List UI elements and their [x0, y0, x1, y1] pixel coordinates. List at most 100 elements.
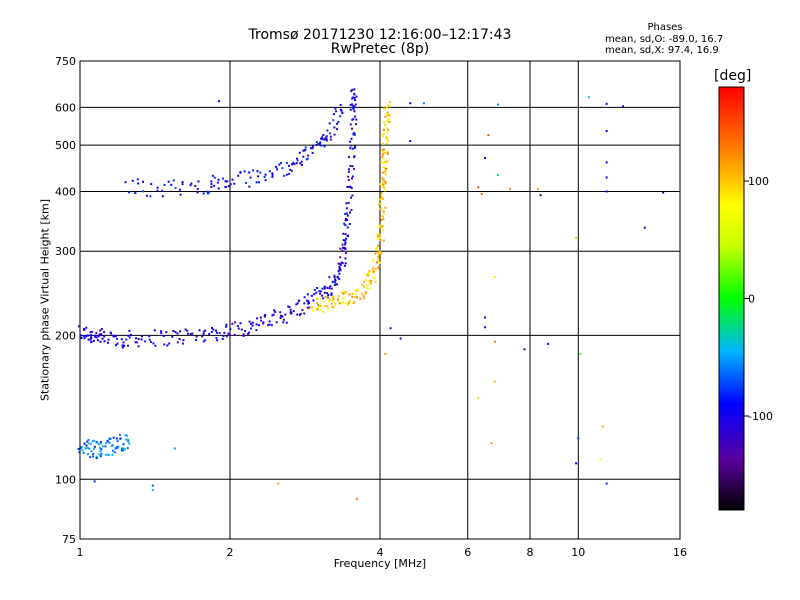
data-point: [255, 181, 258, 184]
data-point: [377, 244, 380, 247]
data-point: [312, 299, 315, 302]
data-point: [373, 277, 376, 280]
data-point: [381, 225, 384, 228]
data-point: [320, 144, 323, 147]
data-point: [351, 103, 354, 106]
data-point: [78, 325, 81, 328]
data-point: [92, 452, 95, 455]
data-point: [577, 436, 580, 439]
data-point: [344, 243, 347, 246]
data-point: [338, 300, 341, 303]
data-point: [81, 449, 84, 452]
data-point: [385, 168, 388, 171]
data-point: [289, 312, 292, 315]
data-point: [381, 148, 384, 151]
data-point: [137, 345, 140, 348]
data-point: [99, 450, 102, 453]
data-point: [354, 123, 357, 126]
data-point: [93, 445, 96, 448]
data-point: [80, 337, 83, 340]
data-point: [347, 234, 350, 237]
data-point: [355, 290, 358, 293]
data-point: [255, 329, 258, 332]
data-point: [387, 118, 390, 121]
data-point: [165, 331, 168, 334]
data-point: [353, 133, 356, 136]
data-point: [251, 321, 254, 324]
data-point: [181, 181, 184, 184]
data-point: [212, 328, 215, 331]
data-point: [341, 243, 344, 246]
data-point: [172, 179, 175, 182]
data-point: [384, 352, 387, 355]
data-point: [148, 335, 151, 338]
data-point: [386, 151, 389, 154]
data-point: [128, 329, 131, 332]
data-point: [422, 102, 425, 105]
data-point: [321, 138, 324, 141]
data-point: [324, 295, 327, 298]
data-point: [337, 298, 340, 301]
data-point: [318, 142, 321, 145]
data-point: [385, 137, 388, 140]
data-point: [346, 185, 349, 188]
data-point: [351, 194, 354, 197]
data-point: [137, 182, 140, 185]
data-point: [353, 99, 356, 102]
data-point: [379, 226, 382, 229]
data-point: [379, 208, 382, 211]
data-point: [377, 258, 380, 261]
data-point: [277, 482, 280, 485]
data-point: [386, 127, 389, 130]
data-point: [91, 440, 94, 443]
data-point: [89, 456, 92, 459]
data-point: [300, 163, 303, 166]
data-point: [379, 202, 382, 205]
data-point: [343, 292, 346, 295]
data-point: [327, 307, 330, 310]
data-point: [381, 171, 384, 174]
data-point: [306, 306, 309, 309]
data-point: [339, 262, 342, 265]
data-point: [250, 322, 253, 325]
data-point: [379, 239, 382, 242]
data-point: [122, 341, 125, 344]
data-point: [295, 162, 298, 165]
data-point: [112, 436, 115, 439]
data-point: [377, 254, 380, 257]
data-point: [375, 247, 378, 250]
data-point: [293, 163, 296, 166]
data-point: [328, 300, 331, 303]
data-point: [347, 302, 350, 305]
data-point: [329, 285, 332, 288]
data-point: [334, 279, 337, 282]
data-point: [384, 173, 387, 176]
colorbar-unit: [deg]: [714, 68, 752, 84]
data-point: [351, 88, 354, 91]
data-point: [378, 261, 381, 264]
data-point: [206, 190, 209, 193]
data-point: [106, 439, 109, 442]
data-point: [182, 339, 185, 342]
data-point: [349, 103, 352, 106]
data-point: [231, 178, 234, 181]
data-point: [161, 195, 164, 198]
data-point: [99, 329, 102, 332]
data-point: [99, 340, 102, 343]
data-point: [354, 292, 357, 295]
data-point: [231, 322, 234, 325]
data-point: [216, 181, 219, 184]
data-point: [252, 169, 255, 172]
data-point: [382, 183, 385, 186]
data-point: [378, 224, 381, 227]
data-point: [248, 320, 251, 323]
data-point: [353, 110, 356, 113]
data-point: [136, 178, 139, 181]
data-point: [330, 293, 333, 296]
data-point: [305, 299, 308, 302]
x-tick-label: 4: [377, 546, 384, 559]
data-point: [346, 218, 349, 221]
data-point: [372, 259, 375, 262]
data-point: [350, 196, 353, 199]
data-point: [342, 297, 345, 300]
